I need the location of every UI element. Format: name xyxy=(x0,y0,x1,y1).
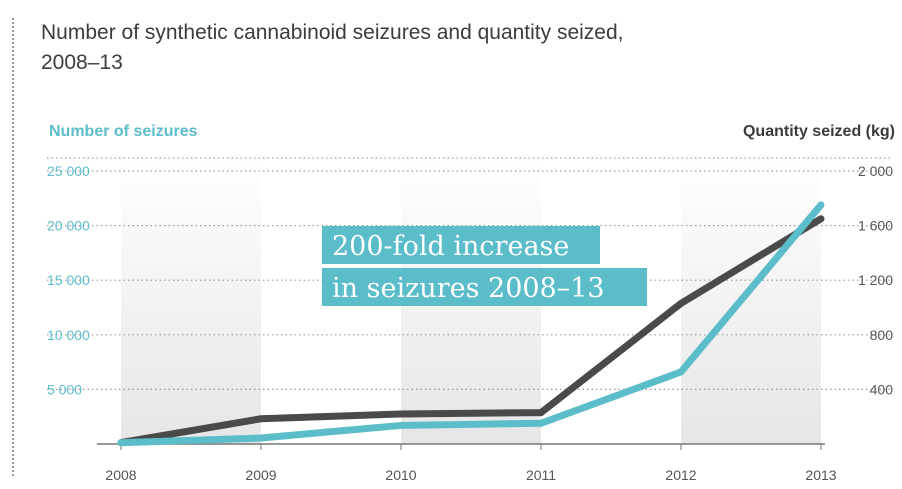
chart-title-line-1: Number of synthetic cannabinoid seizures… xyxy=(41,21,624,44)
background-band xyxy=(121,158,261,444)
chart-title-line-2: 2008–13 xyxy=(41,51,123,74)
annotation-box xyxy=(322,226,600,264)
x-tick-label: 2008 xyxy=(105,467,136,483)
x-tick-label: 2010 xyxy=(385,467,416,483)
right-axis-title: Quantity seized (kg) xyxy=(743,123,895,140)
annotation-text: 200-fold increase xyxy=(332,231,569,262)
side-dotted-rule xyxy=(12,18,14,476)
right-tick-label: 400 xyxy=(870,381,894,397)
left-tick-label: 10 000 xyxy=(47,327,90,343)
right-tick-label: 1 600 xyxy=(858,218,893,234)
series-line-quantity xyxy=(117,215,825,447)
series-line-seizures xyxy=(117,201,825,447)
left-tick-label: 15 000 xyxy=(47,272,90,288)
left-tick-label: 25 000 xyxy=(47,163,90,179)
background-band xyxy=(681,158,821,444)
right-tick-label: 800 xyxy=(870,327,894,343)
annotation-text: in seizures 2008–13 xyxy=(332,273,605,304)
left-tick-label: 20 000 xyxy=(47,218,90,234)
right-tick-label: 2 000 xyxy=(858,163,893,179)
left-tick-label: 5 000 xyxy=(47,381,82,397)
x-tick-label: 2013 xyxy=(805,467,836,483)
x-tick-label: 2009 xyxy=(245,467,276,483)
chart-title: Number of synthetic cannabinoid seizures… xyxy=(41,18,801,78)
left-axis-title: Number of seizures xyxy=(49,123,198,140)
x-tick-label: 2012 xyxy=(665,467,696,483)
x-tick-label: 2011 xyxy=(526,467,556,483)
right-tick-label: 1 200 xyxy=(858,272,893,288)
annotation-box xyxy=(322,268,647,306)
